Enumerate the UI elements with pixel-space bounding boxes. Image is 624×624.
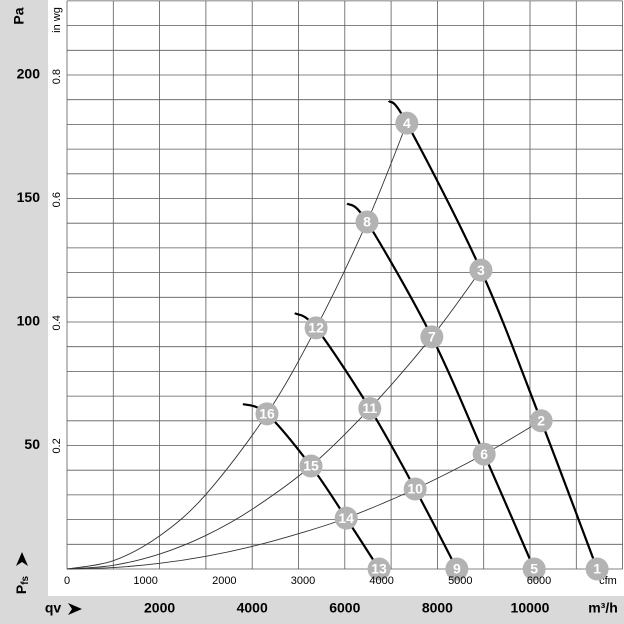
operating-point xyxy=(334,506,358,530)
system-curve xyxy=(66,269,482,570)
operating-point xyxy=(403,477,427,501)
operating-point-label: 3 xyxy=(477,262,485,278)
operating-point xyxy=(367,557,391,581)
operating-point xyxy=(395,111,419,135)
x2-tick-label: 0 xyxy=(64,575,70,587)
operating-point-label: 7 xyxy=(428,329,436,345)
x2-tick-label: 3000 xyxy=(291,575,315,587)
x-tick-label: 6000 xyxy=(329,600,360,616)
x2-tick-label: 1000 xyxy=(133,575,157,587)
y-tick-label: 150 xyxy=(17,189,41,205)
operating-point-label: 1 xyxy=(593,561,601,577)
operating-point-label: 15 xyxy=(303,458,319,474)
y-tick-label: 200 xyxy=(17,66,41,82)
y-quantity: Pfs xyxy=(13,575,31,594)
operating-point-label: 16 xyxy=(259,406,275,422)
x2-tick-label: 5000 xyxy=(448,575,472,587)
operating-point xyxy=(255,402,279,426)
operating-point-label: 6 xyxy=(480,446,488,462)
y-axis-unit: Pa xyxy=(11,7,27,24)
operating-point xyxy=(304,316,328,340)
y2-tick-label: 0.2 xyxy=(51,438,63,453)
operating-point xyxy=(585,557,609,581)
x2-tick-label: 4000 xyxy=(369,575,393,587)
x-quantity: qv xyxy=(45,600,62,616)
y-quantity-symbol: P xyxy=(13,585,29,594)
y-tick-label: 50 xyxy=(24,436,40,452)
operating-point xyxy=(420,325,444,349)
bottom-band xyxy=(0,596,624,624)
operating-point-label: 5 xyxy=(530,561,538,577)
y2-tick-label: 0.6 xyxy=(51,192,63,207)
y2-tick-label: 0.4 xyxy=(51,315,63,330)
y-tick-label: 100 xyxy=(17,313,41,329)
y2-axis-unit: in wg xyxy=(51,7,63,33)
operating-point xyxy=(522,557,546,581)
operating-point xyxy=(299,454,323,478)
operating-point xyxy=(469,258,493,282)
y-quantity-subscript: fs xyxy=(20,575,31,584)
operating-point xyxy=(355,210,379,234)
x2-tick-label: 6000 xyxy=(527,575,551,587)
operating-point-label: 12 xyxy=(308,320,324,336)
y-quantity-arrow xyxy=(16,552,28,566)
operating-point-label: 11 xyxy=(362,400,377,416)
x-quantity-arrow xyxy=(68,603,82,615)
x-tick-label: 10000 xyxy=(511,600,550,616)
left-band xyxy=(0,0,48,596)
y2-tick-label: 0.8 xyxy=(51,69,63,84)
operating-point-label: 8 xyxy=(363,214,371,230)
operating-point xyxy=(472,442,496,466)
operating-point-label: 10 xyxy=(407,481,423,497)
operating-point xyxy=(529,409,553,433)
x-axis-unit: m³/h xyxy=(588,600,618,616)
x-tick-label: 2000 xyxy=(144,600,175,616)
x-tick-label: 8000 xyxy=(422,600,453,616)
operating-point-label: 9 xyxy=(453,561,461,577)
operating-point xyxy=(358,396,382,420)
x-tick-label: 4000 xyxy=(237,600,268,616)
operating-point xyxy=(445,557,469,581)
x2-tick-label: 2000 xyxy=(212,575,236,587)
system-curve xyxy=(66,420,542,570)
operating-point-label: 13 xyxy=(371,561,387,577)
operating-point-label: 2 xyxy=(537,413,545,429)
operating-point-label: 14 xyxy=(338,510,354,526)
operating-point-label: 4 xyxy=(403,115,411,131)
